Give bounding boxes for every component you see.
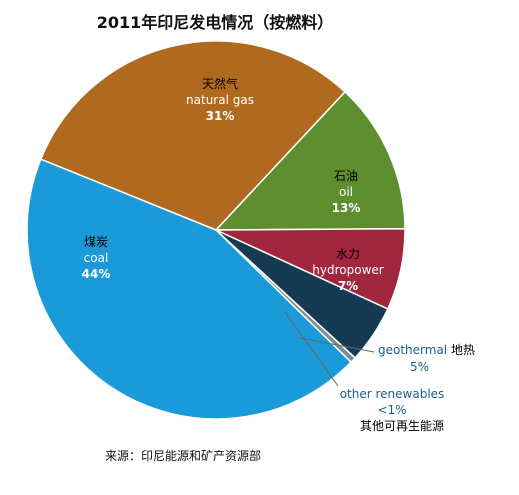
pie-slices (26, 40, 406, 420)
slice-label-zh-oil: 石油 (334, 169, 358, 183)
leader-line-geothermal (299, 337, 375, 353)
slice-label-zh-other-renewables: 其他可再生能源 (360, 419, 444, 433)
pie-slice-natural-gas (39, 40, 347, 231)
slice-label-en-coal: coal (84, 251, 109, 265)
leader-line-other-renewables (284, 311, 339, 387)
slice-label-en-natural-gas: natural gas (186, 93, 254, 107)
pie-slice-oil (214, 90, 406, 231)
slice-value-other-renewables: <1% (377, 403, 406, 417)
slice-value-natural-gas: 31% (206, 109, 235, 123)
slice-value-coal: 44% (82, 267, 111, 281)
slice-value-geothermal: 5% (410, 360, 429, 374)
slice-value-hydropower: 7% (338, 279, 358, 293)
slice-label-en-hydropower: hydropower (312, 263, 383, 277)
chart-title: 2011年印尼发电情况（按燃料） (96, 13, 334, 32)
slice-value-oil: 13% (332, 201, 361, 215)
pie-slice-coal (26, 158, 353, 420)
source-note: 来源：印尼能源和矿产资源部 (105, 449, 262, 463)
slice-label-zh-coal: 煤炭 (84, 235, 108, 249)
leader-lines (284, 311, 375, 387)
slice-label-zh-hydropower: 水力 (336, 247, 360, 261)
slice-label-geothermal: geothermal 地热 (378, 343, 475, 357)
slice-label-zh-natural-gas: 天然气 (202, 76, 238, 91)
slice-label-en-other-renewables: other renewables (340, 387, 445, 401)
slice-labels: 天然气 natural gas 31% 石油 oil 13% 水力 hydropower 7% g… (82, 76, 475, 433)
slice-label-en-oil: oil (339, 185, 353, 199)
